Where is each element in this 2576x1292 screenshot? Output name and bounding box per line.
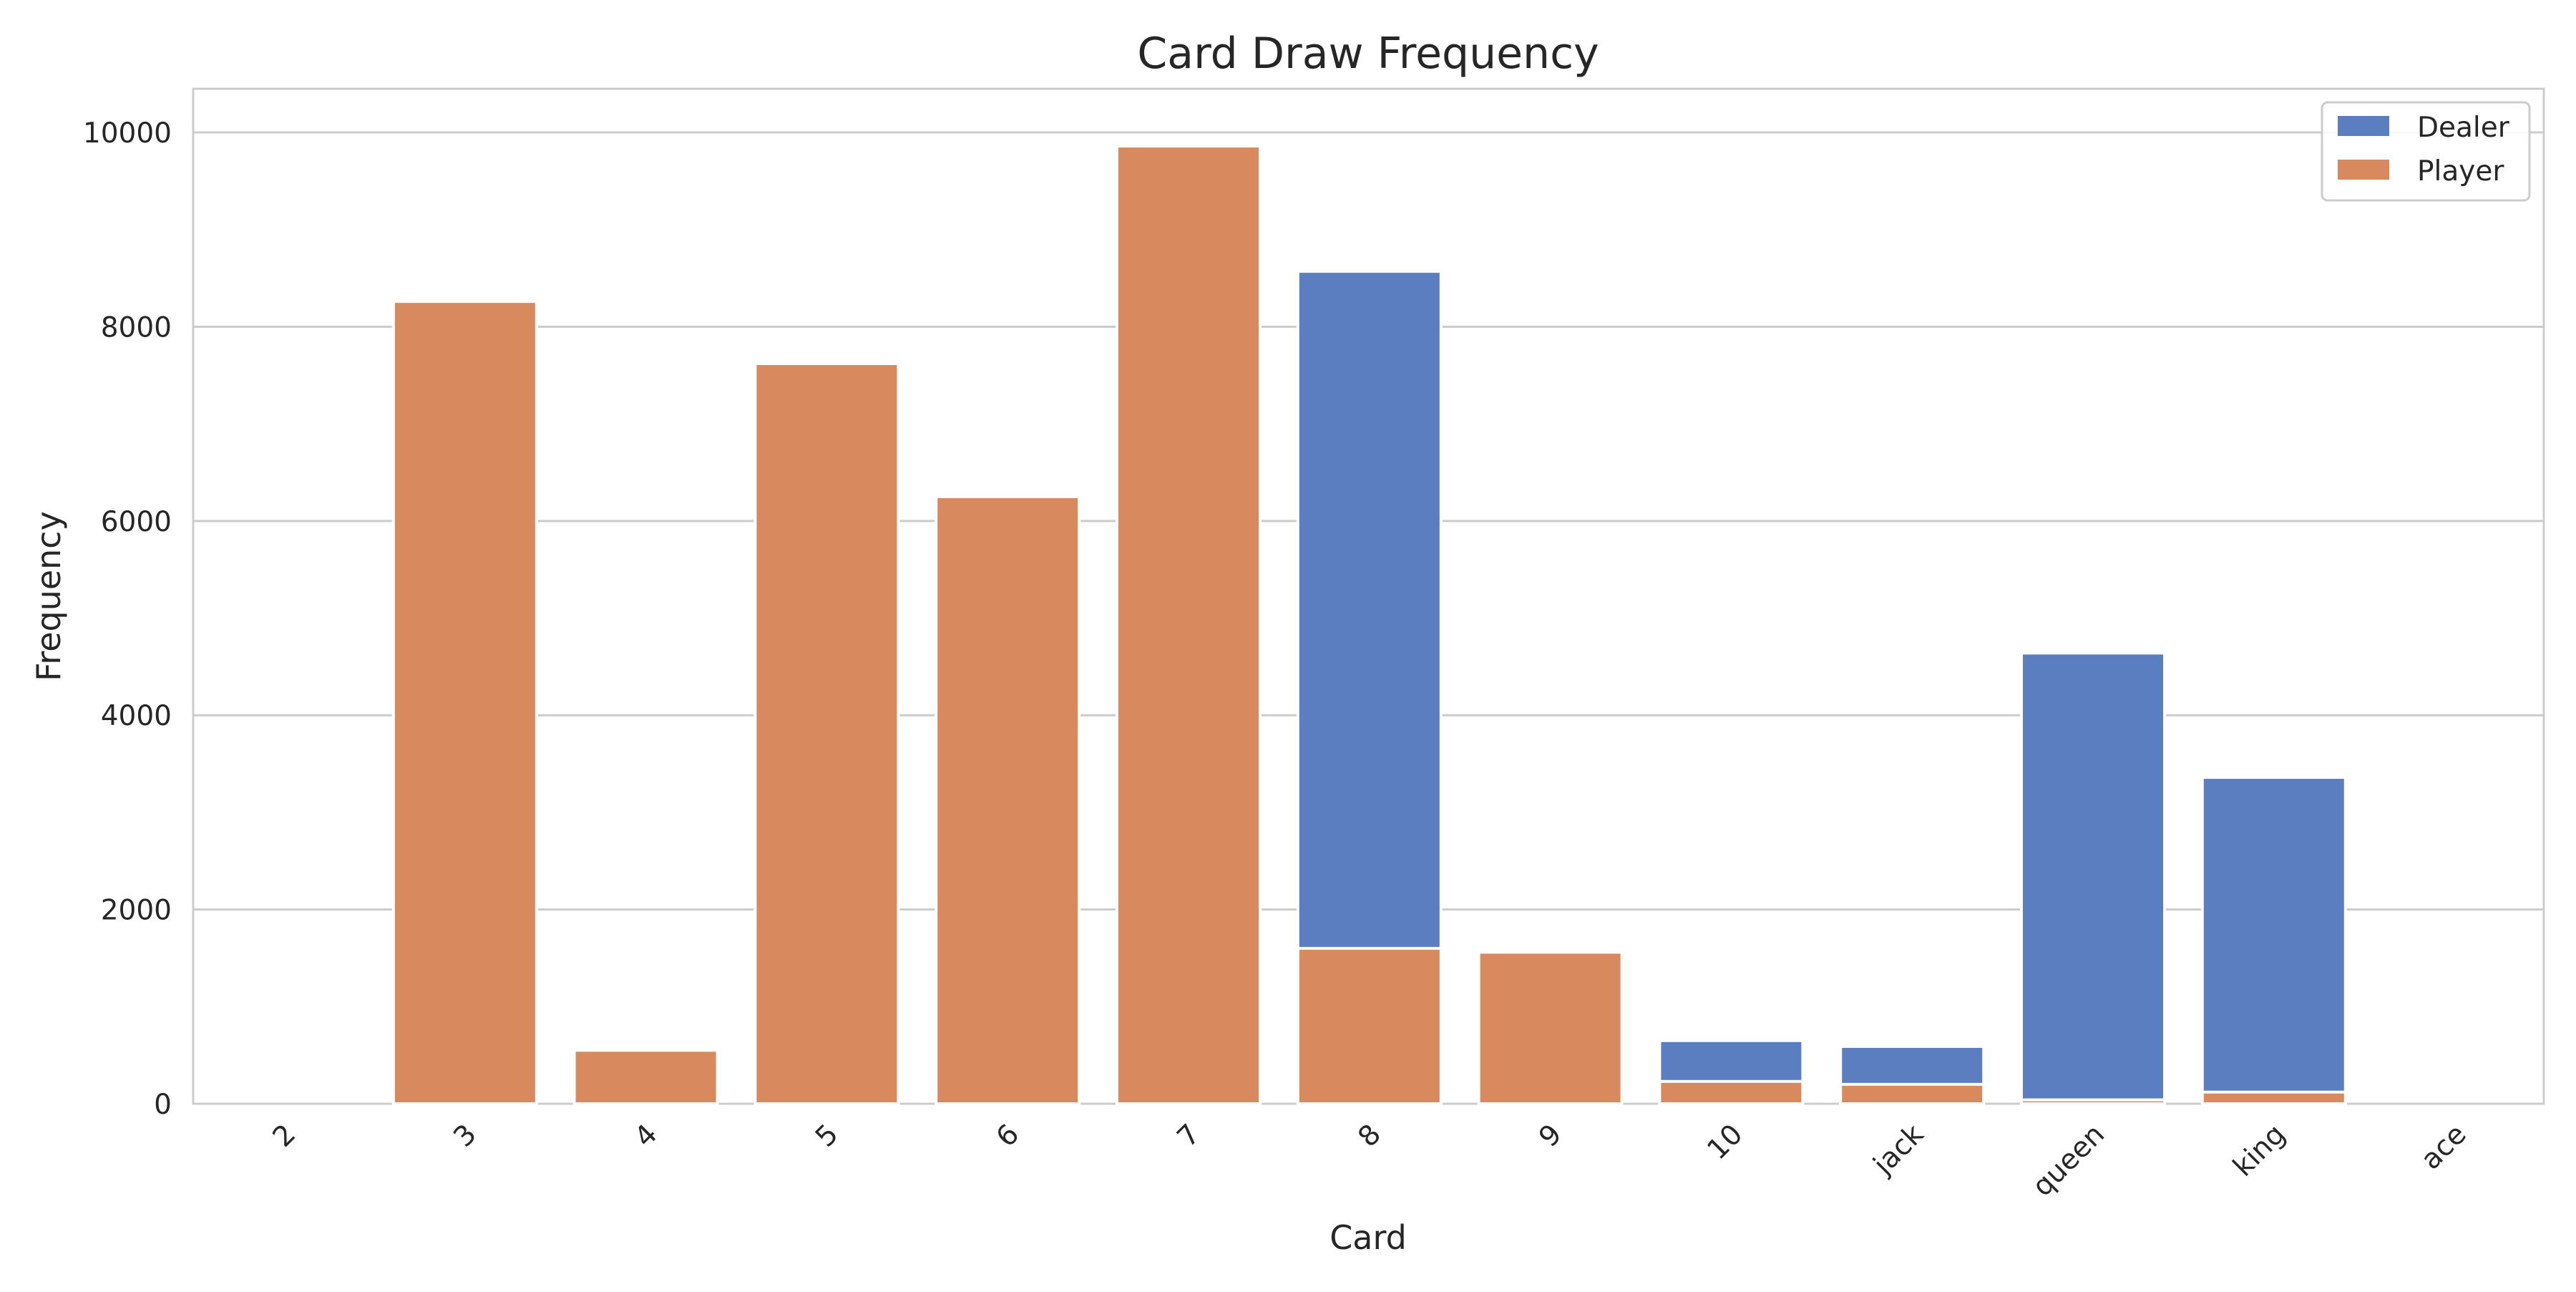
bars bbox=[391, 145, 2347, 1106]
y-tick-label: 4000 bbox=[101, 700, 172, 732]
chart-title: Card Draw Frequency bbox=[1137, 29, 1599, 79]
y-tick-label: 10000 bbox=[83, 117, 172, 150]
bar-player-queen bbox=[2020, 1098, 2166, 1106]
bar-player-5 bbox=[753, 362, 900, 1105]
bar-player-7 bbox=[1116, 145, 1262, 1105]
bar-player-king bbox=[2200, 1090, 2347, 1106]
y-tick-labels: 0 2000 4000 6000 8000 10000 bbox=[83, 117, 172, 1121]
bar-player-4 bbox=[572, 1049, 719, 1105]
x-axis-label: Card bbox=[1330, 1218, 1407, 1257]
bar-player-9 bbox=[1477, 951, 1624, 1106]
bar-player-8 bbox=[1296, 946, 1443, 1105]
legend-swatch-dealer bbox=[2338, 116, 2389, 136]
bar-dealer-queen bbox=[2020, 651, 2166, 1105]
bar-player-10 bbox=[1658, 1079, 1805, 1105]
y-tick-label: 6000 bbox=[101, 506, 172, 538]
bar-dealer-king bbox=[2200, 776, 2347, 1105]
bar-player-3 bbox=[391, 300, 538, 1105]
bar-player-6 bbox=[935, 495, 1081, 1105]
legend-swatch-player bbox=[2338, 160, 2389, 180]
bar-player-jack bbox=[1839, 1082, 1986, 1105]
legend: Dealer Player bbox=[2321, 101, 2531, 202]
y-tick-label: 0 bbox=[154, 1089, 172, 1121]
legend-label-player: Player bbox=[2417, 155, 2504, 188]
y-tick-label: 8000 bbox=[101, 311, 172, 344]
y-tick-label: 2000 bbox=[101, 895, 172, 927]
legend-label-dealer: Dealer bbox=[2417, 112, 2510, 144]
y-axis-label: Frequency bbox=[29, 511, 68, 681]
